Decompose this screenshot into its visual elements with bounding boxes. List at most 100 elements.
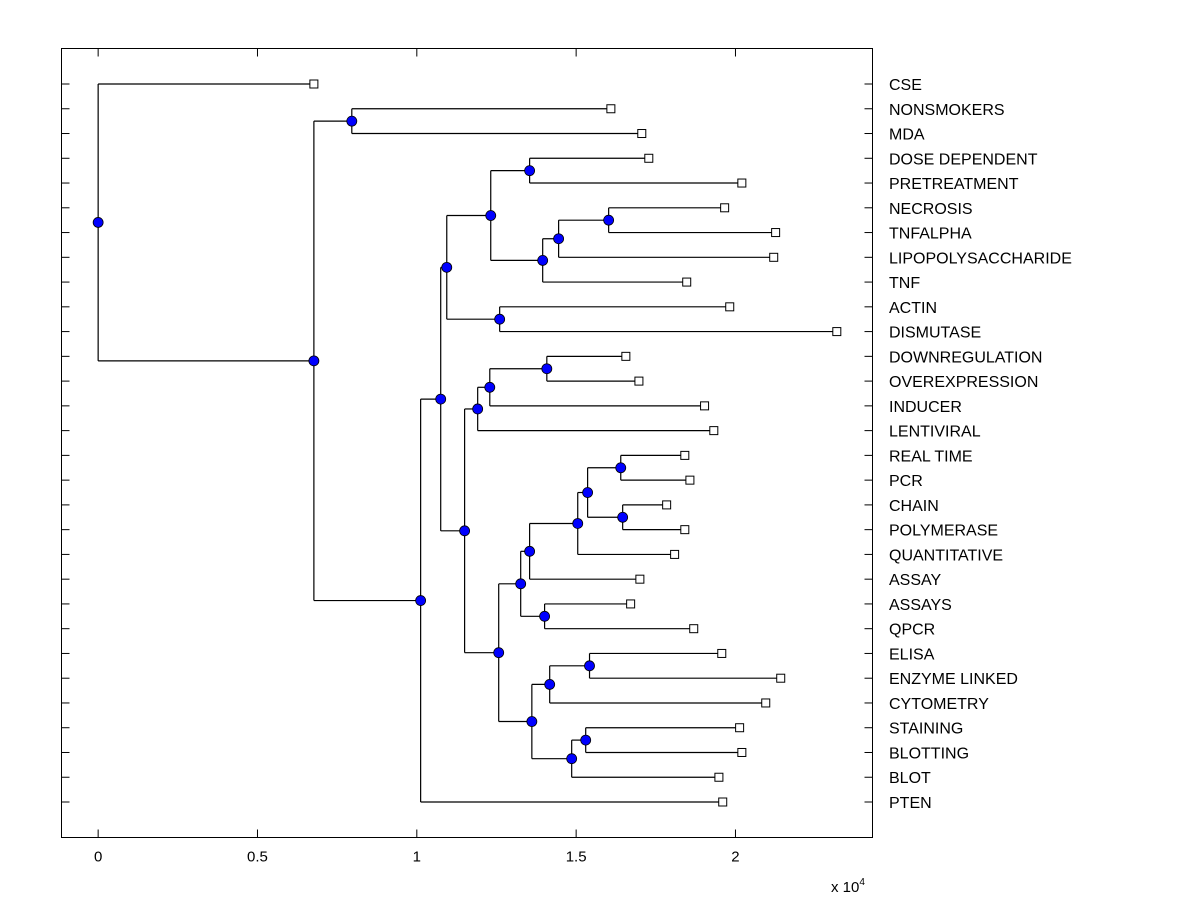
- leaf-label: CHAIN: [889, 498, 939, 515]
- leaf-markers: [309, 79, 842, 807]
- leaf-label: PRETREATMENT: [889, 176, 1019, 193]
- leaf-marker: [689, 624, 699, 634]
- x-tick-label: 0.5: [247, 849, 268, 866]
- x-multiplier-exponent: 4: [859, 877, 865, 888]
- leaf-label: MDA: [889, 127, 925, 144]
- leaf-marker: [682, 277, 692, 287]
- leaf-marker: [761, 698, 771, 708]
- x-multiplier-label: x 104: [831, 877, 865, 896]
- internal-node-marker: [493, 647, 505, 659]
- leaf-label: BLOTTING: [889, 745, 969, 762]
- internal-node-marker: [603, 214, 615, 226]
- leaf-label: INDUCER: [889, 399, 962, 416]
- internal-node-marker: [346, 115, 358, 127]
- internal-node-marker: [553, 233, 565, 245]
- leaf-marker: [737, 747, 747, 757]
- internal-node-marker: [435, 393, 447, 405]
- internal-node-marker: [615, 462, 627, 474]
- internal-node-marker: [308, 355, 320, 367]
- leaf-marker: [634, 376, 644, 386]
- leaf-marker: [626, 599, 636, 609]
- internal-node-marker: [572, 518, 584, 529]
- internal-node-marker: [566, 753, 578, 765]
- leaf-marker: [635, 574, 645, 584]
- leaf-marker: [718, 797, 728, 807]
- internal-node-marker: [472, 403, 484, 415]
- internal-node-marker: [441, 261, 453, 273]
- leaf-marker: [606, 104, 616, 114]
- internal-node-marker: [485, 210, 497, 221]
- leaf-marker: [720, 203, 730, 213]
- leaf-marker: [700, 401, 710, 411]
- leaf-marker: [670, 549, 680, 559]
- leaf-marker: [680, 450, 690, 460]
- internal-node-marker: [92, 217, 104, 228]
- internal-node-marker: [494, 313, 506, 325]
- plot-frame: [61, 48, 873, 838]
- leaf-label: CSE: [889, 77, 922, 94]
- leaf-label: ENZYME LINKED: [889, 671, 1018, 688]
- leaf-label: POLYMERASE: [889, 523, 998, 540]
- leaf-marker: [680, 525, 690, 535]
- internal-node-marker: [541, 363, 553, 375]
- leaf-label: ACTIN: [889, 300, 937, 317]
- leaf-label: LIPOPOLYSACCHARIDE: [889, 250, 1072, 267]
- x-axis: 0 0.5 1 1.5 2: [94, 48, 740, 866]
- leaf-label: ASSAYS: [889, 597, 952, 614]
- leaf-marker: [309, 79, 319, 89]
- leaf-marker: [685, 475, 695, 485]
- leaf-label: BLOT: [889, 770, 931, 787]
- leaf-label: QUANTITATIVE: [889, 547, 1003, 564]
- leaf-label: PCR: [889, 473, 923, 490]
- leaf-label: ASSAY: [889, 572, 942, 589]
- leaf-label: DOSE DEPENDENT: [889, 151, 1038, 168]
- leaf-label: LENTIVIRAL: [889, 424, 981, 441]
- tree-nodes: [92, 115, 629, 765]
- internal-node-marker: [459, 525, 471, 537]
- leaf-marker: [621, 351, 631, 361]
- leaf-marker: [771, 228, 781, 238]
- leaf-marker: [714, 772, 724, 782]
- leaf-label: PTEN: [889, 795, 932, 812]
- leaf-marker: [725, 302, 735, 312]
- leaf-label: OVEREXPRESSION: [889, 374, 1038, 391]
- leaf-label: TNFALPHA: [889, 226, 972, 243]
- internal-node-marker: [537, 255, 549, 266]
- internal-node-marker: [526, 716, 538, 727]
- internal-node-marker: [617, 511, 629, 523]
- leaf-marker: [709, 426, 719, 436]
- internal-node-marker: [484, 381, 496, 393]
- leaf-marker: [644, 153, 654, 163]
- internal-node-marker: [544, 678, 556, 690]
- leaf-label: REAL TIME: [889, 448, 973, 465]
- x-tick-label: 1.5: [566, 849, 587, 866]
- leaf-label: CYTOMETRY: [889, 696, 989, 713]
- internal-node-marker: [515, 578, 527, 590]
- leaf-label: DISMUTASE: [889, 325, 981, 342]
- leaf-marker: [637, 129, 647, 139]
- internal-node-marker: [584, 660, 595, 672]
- leaf-label: STAINING: [889, 721, 963, 738]
- leaf-marker: [737, 178, 747, 188]
- leaf-marker: [776, 673, 786, 683]
- leaf-label: NECROSIS: [889, 201, 973, 218]
- leaf-marker: [832, 327, 842, 337]
- leaf-marker: [662, 500, 672, 510]
- leaf-label: TNF: [889, 275, 920, 292]
- internal-node-marker: [582, 487, 594, 498]
- internal-node-marker: [524, 545, 536, 557]
- internal-node-marker: [415, 595, 427, 606]
- leaf-label: DOWNREGULATION: [889, 349, 1042, 366]
- leaf-label: NONSMOKERS: [889, 102, 1005, 119]
- internal-node-marker: [539, 610, 550, 622]
- internal-node-marker: [524, 165, 536, 177]
- internal-node-marker: [580, 734, 592, 746]
- leaf-marker: [769, 252, 779, 262]
- y-axis: [61, 83, 873, 803]
- leaf-marker: [717, 648, 727, 658]
- leaf-label: QPCR: [889, 622, 935, 639]
- x-tick-label: 1: [413, 849, 421, 866]
- leaf-labels: CSE NONSMOKERS MDA DOSE DEPENDENT PRETREATME…: [889, 77, 1072, 812]
- x-tick-label: 0: [94, 849, 102, 866]
